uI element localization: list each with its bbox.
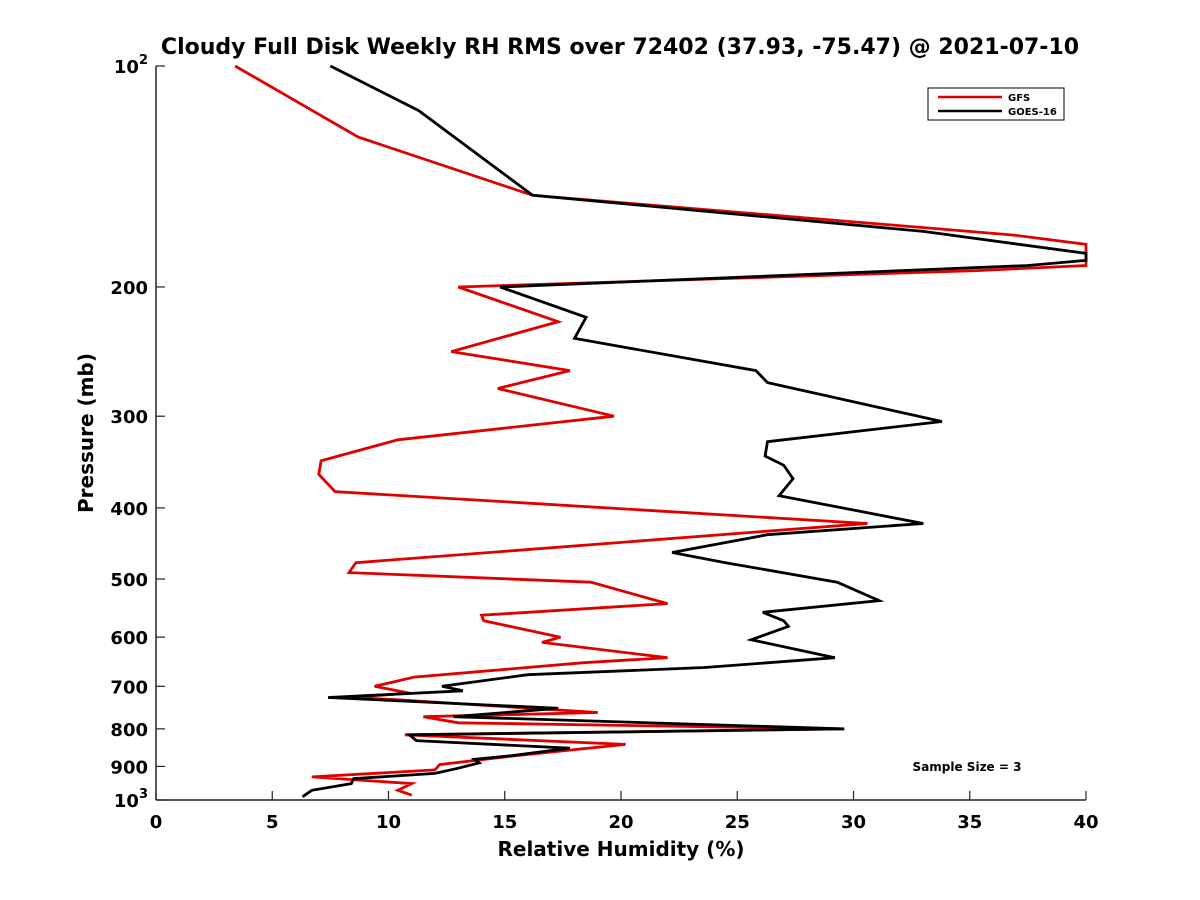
- y-tick-label: 800: [110, 720, 148, 741]
- x-tick-label: 10: [376, 812, 401, 833]
- y-tick-label: 600: [110, 628, 148, 649]
- x-tick-label: 0: [150, 812, 163, 833]
- x-tick-label: 35: [957, 812, 982, 833]
- plot-area: [156, 66, 1086, 800]
- legend: GFS GOES-16: [927, 87, 1065, 121]
- chart-title: Cloudy Full Disk Weekly RH RMS over 7240…: [161, 35, 1079, 60]
- y-tick-label: 200: [110, 278, 148, 299]
- series-line-gfs: [234, 64, 1088, 797]
- series-line-goes16: [301, 64, 1088, 798]
- x-tick-label: 30: [841, 812, 866, 833]
- legend-label-gfs: GFS: [1008, 93, 1030, 104]
- y-axis-label: Pressure (mb): [74, 353, 98, 513]
- y-tick-label: 400: [110, 499, 148, 520]
- x-tick-label: 15: [492, 812, 517, 833]
- y-tick-label: 900: [110, 757, 148, 778]
- x-ticks: 0 5 10 15 20 25 30 35 40: [150, 791, 1099, 833]
- x-tick-label: 5: [266, 812, 279, 833]
- y-tick-label: 103: [114, 787, 148, 812]
- legend-label-goes16: GOES-16: [1008, 107, 1057, 118]
- x-tick-label: 25: [725, 812, 750, 833]
- x-axis-label: Relative Humidity (%): [497, 837, 744, 861]
- y-tick-label: 500: [110, 570, 148, 591]
- sample-size-annotation: Sample Size = 3: [913, 760, 1022, 774]
- y-ticks: 102 200 300 400 500 600 700 800 900 103: [110, 53, 165, 812]
- plot-frame: [156, 66, 1086, 800]
- y-tick-label: 700: [110, 677, 148, 698]
- legend-box: [927, 87, 1065, 121]
- x-tick-label: 40: [1073, 812, 1098, 833]
- x-tick-label: 20: [608, 812, 633, 833]
- series-group: [234, 64, 1088, 798]
- y-tick-label: 300: [110, 407, 148, 428]
- y-tick-label: 102: [114, 53, 148, 78]
